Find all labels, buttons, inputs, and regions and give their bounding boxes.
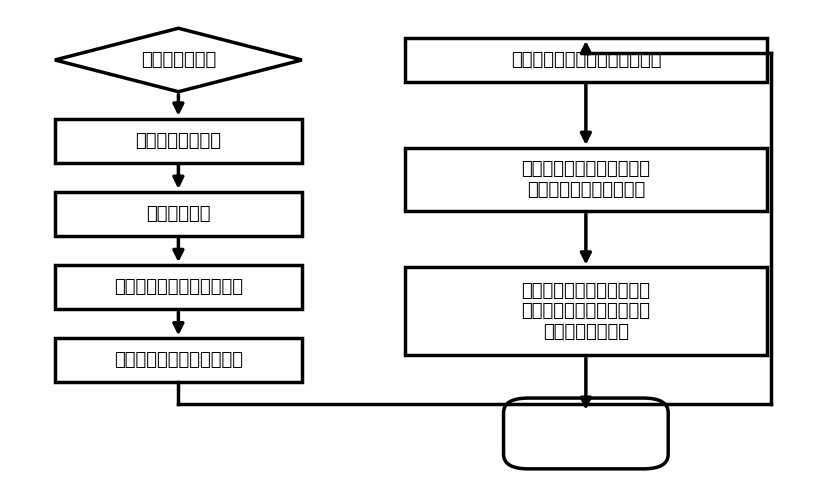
FancyBboxPatch shape bbox=[55, 192, 301, 236]
Text: 根据三维断层面的约束将断
层分叉的水平包络区域插值
成层位的重复部分: 根据三维断层面的约束将断 层分叉的水平包络区域插值 成层位的重复部分 bbox=[521, 282, 650, 341]
FancyBboxPatch shape bbox=[55, 338, 301, 382]
FancyBboxPatch shape bbox=[405, 148, 767, 211]
Text: 解释层位与断层棒: 解释层位与断层棒 bbox=[135, 132, 221, 150]
FancyBboxPatch shape bbox=[55, 265, 301, 309]
Text: 将断层棒插值为三维断层面: 将断层棒插值为三维断层面 bbox=[114, 351, 243, 369]
FancyBboxPatch shape bbox=[405, 268, 767, 355]
FancyBboxPatch shape bbox=[55, 118, 301, 163]
FancyBboxPatch shape bbox=[405, 38, 767, 82]
Text: 计算的断层分叉的水平包络区域: 计算的断层分叉的水平包络区域 bbox=[510, 51, 661, 69]
Text: 创建层位和断层: 创建层位和断层 bbox=[140, 51, 216, 69]
Text: 解释断层分叉: 解释断层分叉 bbox=[146, 205, 211, 223]
Text: 根据断层面的约束将层位解
释数据插值为三维层位面: 根据断层面的约束将层位解 释数据插值为三维层位面 bbox=[521, 160, 650, 199]
Polygon shape bbox=[55, 28, 301, 92]
FancyBboxPatch shape bbox=[504, 398, 668, 469]
Text: 组合剖面断层棒与断层分叉: 组合剖面断层棒与断层分叉 bbox=[114, 278, 243, 296]
